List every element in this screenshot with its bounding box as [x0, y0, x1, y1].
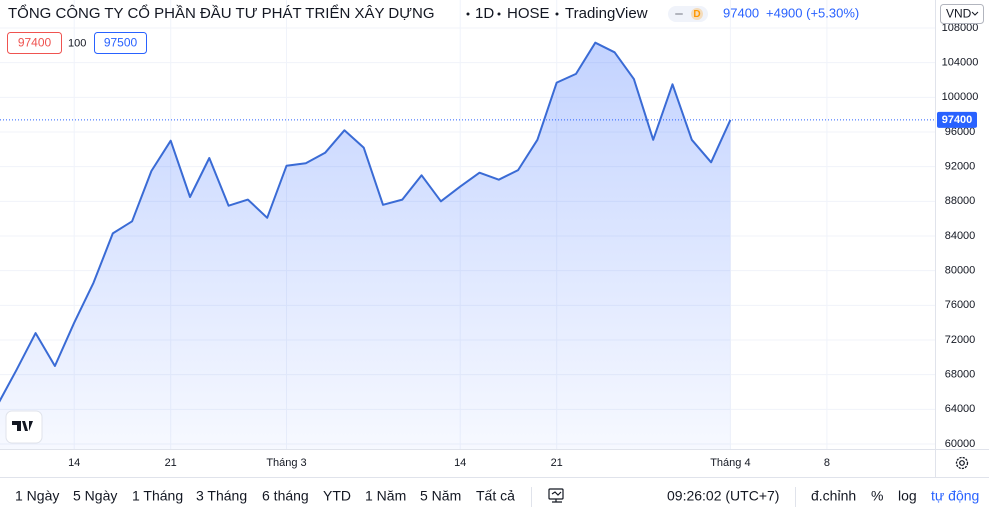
spread: 100	[68, 37, 86, 49]
x-tick-label: 21	[551, 457, 563, 469]
x-tick-label: 21	[165, 457, 177, 469]
y-tick-label: 72000	[945, 334, 976, 346]
y-tick-label: 88000	[945, 195, 976, 207]
clock[interactable]: 09:26:02 (UTC+7)	[667, 488, 779, 504]
status-label: D	[693, 9, 700, 20]
y-tick-label: 84000	[945, 230, 976, 242]
range-button[interactable]: 5 Ngày	[73, 488, 117, 504]
separator	[466, 12, 470, 16]
scale-option[interactable]: tự động	[931, 488, 979, 504]
x-tick-label: Tháng 3	[266, 457, 306, 469]
price-change: +4900 (+5.30%)	[766, 5, 859, 20]
status-dash	[675, 13, 683, 15]
scale-option[interactable]: %	[871, 488, 883, 504]
exchange: HOSE	[507, 5, 550, 22]
x-tick-label: 14	[68, 457, 80, 469]
range-button[interactable]: 5 Năm	[420, 488, 461, 504]
y-tick-label: 96000	[945, 126, 976, 138]
scale-option[interactable]: log	[898, 488, 917, 504]
x-tick-label: Tháng 4	[710, 457, 750, 469]
y-tick-label: 100000	[942, 91, 979, 103]
last-price-tag-label: 97400	[942, 114, 973, 126]
tv-logo[interactable]	[5, 410, 43, 444]
range-button[interactable]: 1 Năm	[365, 488, 406, 504]
ask: 97500	[104, 36, 138, 50]
status-pill[interactable]	[668, 6, 708, 22]
range-button[interactable]: 1 Ngày	[15, 488, 59, 504]
currency: VND	[946, 7, 972, 21]
y-tick-label: 104000	[942, 57, 979, 69]
price-line	[0, 41, 732, 403]
dropdown-arrow	[971, 11, 979, 16]
separator	[497, 12, 501, 16]
plot-area	[0, 41, 935, 449]
symbol-title: TỔNG CÔNG TY CỔ PHẦN ĐẦU TƯ PHÁT TRIỂN X…	[8, 4, 435, 22]
scale-option[interactable]: đ.chỉnh	[811, 488, 856, 504]
y-tick-label: 80000	[945, 265, 976, 277]
y-tick-label: 76000	[945, 299, 976, 311]
axes: 60000 64000 68000 72000 76000 80000 84000 88000…	[68, 22, 978, 469]
header: TỔNG CÔNG TY CỔ PHẦN ĐẦU TƯ PHÁT TRIỂN X…	[8, 4, 648, 22]
range-button[interactable]: 1 Tháng	[132, 488, 183, 504]
range-button[interactable]: YTD	[323, 488, 351, 504]
x-tick-label: 8	[824, 457, 830, 469]
range-button[interactable]: 6 tháng	[262, 488, 309, 504]
y-tick-label: 64000	[945, 403, 976, 415]
last-price: 97400	[723, 5, 759, 20]
y-tick-label: 108000	[942, 22, 979, 34]
toolbar: 1 Ngày 5 Ngày 1 Tháng 3 Tháng 6 tháng YTD 1 Nă…	[15, 488, 979, 504]
settings-icon[interactable]	[955, 456, 969, 470]
range-button[interactable]: 3 Tháng	[196, 488, 247, 504]
status-dot	[691, 8, 703, 20]
separator	[555, 12, 559, 16]
source: TradingView	[565, 5, 648, 22]
x-tick-label: 14	[454, 457, 466, 469]
y-tick-label: 92000	[945, 161, 976, 173]
area-fill	[0, 42, 731, 449]
bid-box[interactable]	[7, 32, 62, 54]
bid: 97400	[18, 36, 52, 50]
ask-box[interactable]	[94, 32, 147, 54]
compare-icon[interactable]	[548, 488, 564, 503]
y-tick-label: 68000	[945, 369, 976, 381]
y-tick-label: 60000	[945, 438, 976, 450]
range-button[interactable]: Tất cả	[476, 488, 515, 504]
last-price-tag	[937, 111, 977, 128]
interval[interactable]: 1D	[475, 5, 494, 22]
currency-button[interactable]	[940, 4, 984, 24]
